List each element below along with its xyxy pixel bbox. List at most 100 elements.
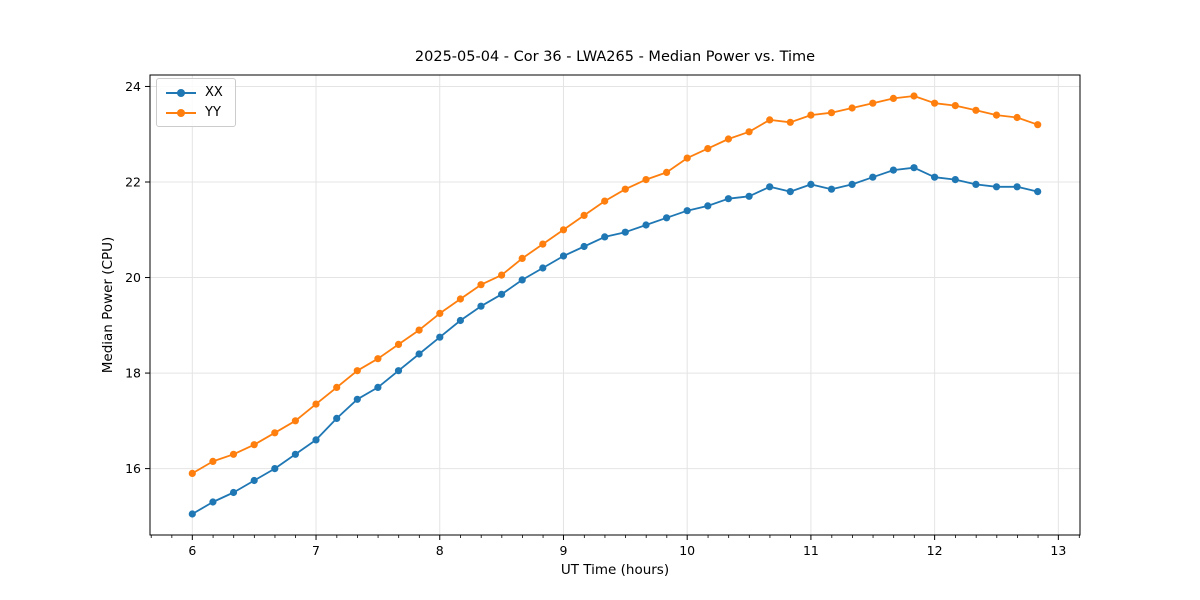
series-xx-point: [1034, 188, 1042, 196]
series-xx-point: [869, 173, 877, 181]
series-yy-point: [291, 417, 299, 425]
series-xx-point: [1013, 183, 1021, 191]
series-xx-point: [374, 383, 382, 391]
series-yy-line: [191, 95, 1039, 475]
series-yy-point: [229, 450, 238, 458]
plot-border: [149, 74, 1081, 536]
series-xx-point: [353, 395, 361, 403]
x-tick-label: 7: [312, 543, 320, 558]
series-xx-point: [766, 183, 774, 191]
x-tick-label: 6: [188, 543, 196, 558]
x-tick-label: 9: [559, 543, 567, 558]
gridlines: [150, 75, 1080, 535]
series-yy-point: [498, 271, 506, 279]
series-xx-point: [910, 164, 918, 172]
series-yy-point: [951, 102, 959, 110]
series-xx-point: [518, 276, 526, 284]
series-xx-point: [229, 488, 238, 497]
series-yy-point: [312, 400, 320, 408]
series-yy-point: [209, 457, 217, 465]
x-axis-label: UT Time (hours): [560, 562, 670, 578]
series-yy-point: [374, 355, 382, 363]
series-yy-point: [580, 211, 588, 219]
series-yy-point: [786, 118, 794, 126]
x-tick-label: 10: [679, 543, 695, 558]
series-xx-point: [642, 221, 650, 229]
xx-line-marker-icon: [166, 88, 196, 98]
series-xx-point: [827, 185, 836, 193]
series-yy-point: [827, 109, 836, 117]
x-tick-label: 8: [436, 543, 444, 558]
series-yy-point: [1013, 113, 1021, 122]
series-xx-point: [972, 180, 980, 188]
series-xx-point: [621, 228, 629, 236]
series-yy-point: [518, 254, 526, 262]
series-xx-point: [394, 367, 403, 375]
series-xx-point: [456, 316, 464, 325]
series-yy-point: [559, 226, 568, 234]
series-xx-point: [188, 510, 196, 518]
series-yy-point: [766, 116, 774, 124]
series-yy-point: [477, 281, 485, 289]
series-xx-point: [209, 498, 217, 506]
series-yy-point: [972, 106, 980, 114]
series-xx-point: [539, 264, 547, 272]
series-yy-point: [271, 429, 279, 437]
series-xx-point: [559, 252, 568, 260]
series-yy-point: [353, 367, 361, 375]
series-yy-point: [889, 94, 898, 102]
y-tick-label: 22: [125, 174, 141, 189]
series-yy-point: [333, 383, 341, 391]
series-xx-point: [271, 465, 279, 473]
series-xx-point: [291, 450, 299, 458]
series-yy-point: [621, 185, 629, 193]
series-xx-point: [992, 183, 1001, 191]
series-xx-point: [498, 290, 506, 298]
legend-label-yy: YY: [205, 105, 221, 120]
series-xx-point: [580, 242, 588, 251]
series-yy-point: [188, 469, 196, 477]
axis-ticks: [145, 85, 1080, 540]
series-yy-point: [539, 240, 547, 248]
series-xx-point: [415, 350, 423, 358]
series-xx-point: [848, 180, 856, 188]
series-yy-point: [1034, 121, 1042, 129]
series-yy: [188, 92, 1042, 477]
series-xx-point: [312, 436, 320, 444]
series-xx-point: [477, 302, 485, 310]
series-yy-point: [910, 92, 918, 100]
series-xx-point: [786, 188, 794, 196]
series-yy-point: [642, 176, 650, 184]
legend: XX YY: [156, 78, 236, 127]
y-tick-label: 18: [125, 366, 141, 381]
series-yy-point: [807, 111, 815, 119]
x-tick-label: 13: [1050, 543, 1066, 558]
series-xx-point: [931, 173, 939, 181]
series-yy-point: [415, 326, 423, 334]
series-xx-point: [745, 192, 753, 200]
chart-title: 2025-05-04 - Cor 36 - LWA265 - Median Po…: [414, 49, 816, 65]
series-yy-point: [436, 309, 444, 317]
series-xx: [188, 164, 1042, 518]
series-xx-point: [704, 202, 712, 210]
series-yy-point: [394, 340, 403, 348]
series-xx-point: [250, 476, 258, 485]
series-xx-line: [191, 166, 1039, 515]
series-yy-point: [704, 145, 712, 153]
series-yy-point: [663, 168, 671, 176]
y-axis-label: Median Power (CPU): [100, 236, 116, 374]
x-tick-label: 12: [927, 543, 943, 558]
series-xx-point: [807, 180, 815, 188]
series-xx-point: [601, 233, 609, 241]
y-tick-label: 16: [125, 461, 141, 476]
y-tick-label: 20: [125, 270, 141, 285]
series-yy-point: [848, 104, 856, 112]
x-tick-label: 11: [803, 543, 819, 558]
series-xx-point: [663, 214, 671, 222]
series-yy-point: [745, 128, 753, 136]
series-xx-point: [724, 195, 733, 203]
series-yy-point: [250, 441, 258, 449]
series-xx-point: [889, 166, 898, 174]
